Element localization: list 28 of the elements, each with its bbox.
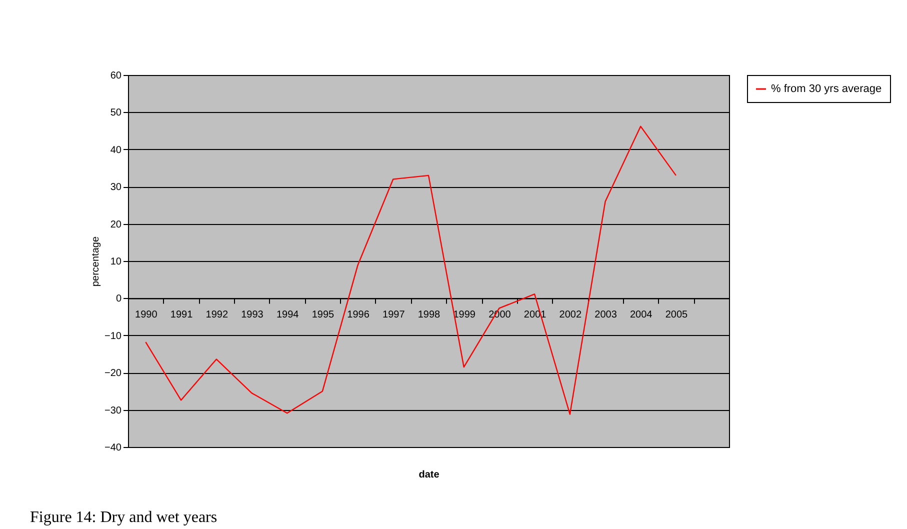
x-tick-label: 1996 [347, 310, 370, 321]
x-tick-label: 2003 [594, 310, 618, 321]
x-tick-label: 1991 [170, 310, 194, 321]
x-tick-label: 1997 [382, 310, 406, 321]
x-axis-title: date [418, 470, 440, 480]
y-tick-label: −40 [104, 442, 122, 454]
x-tick-label: 2004 [630, 310, 653, 321]
y-tick-label: −20 [104, 368, 122, 380]
y-tick-label: 20 [110, 219, 122, 230]
legend-label: % from 30 yrs average [771, 83, 882, 95]
x-tick-label: 2002 [559, 310, 582, 321]
x-tick-label: 1990 [135, 310, 158, 321]
x-tick-label: 1992 [206, 310, 228, 321]
y-tick-label: 60 [110, 70, 122, 82]
caption: Figure 14: Dry and wet years [30, 509, 218, 526]
y-tick-label: −30 [104, 405, 122, 416]
x-tick-label: 1995 [312, 310, 334, 321]
x-tick-label: 1993 [241, 310, 264, 321]
y-tick-label: −10 [104, 330, 122, 342]
y-tick-label: 0 [116, 294, 122, 305]
y-tick-label: 40 [110, 144, 122, 156]
y-axis-title: percentage [90, 236, 102, 287]
x-tick-label: 2005 [665, 310, 688, 321]
y-tick-label: 30 [110, 182, 122, 194]
y-tick-label: 50 [110, 108, 122, 119]
y-tick-label: 10 [110, 256, 122, 268]
x-tick-label: 1994 [276, 310, 300, 321]
x-tick-label: 1998 [418, 310, 441, 321]
